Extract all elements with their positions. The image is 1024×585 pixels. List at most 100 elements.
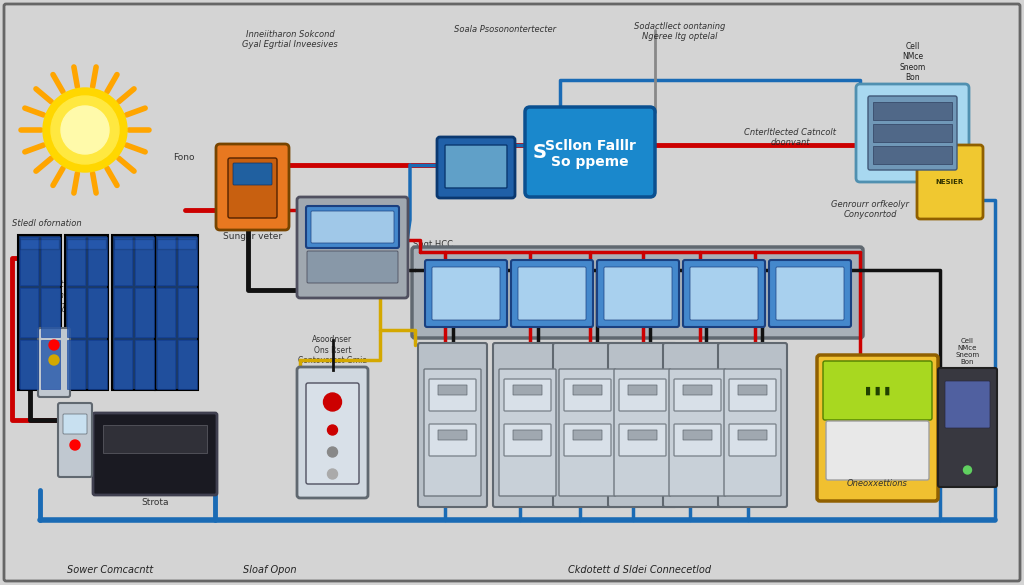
FancyBboxPatch shape xyxy=(618,424,666,456)
Circle shape xyxy=(51,96,119,164)
FancyBboxPatch shape xyxy=(669,369,726,496)
FancyBboxPatch shape xyxy=(564,424,611,456)
Text: So ppeme: So ppeme xyxy=(551,155,629,169)
Circle shape xyxy=(328,447,338,457)
FancyBboxPatch shape xyxy=(729,424,776,456)
Text: ▮ ▮ ▮: ▮ ▮ ▮ xyxy=(865,386,890,396)
FancyBboxPatch shape xyxy=(525,107,655,197)
FancyBboxPatch shape xyxy=(438,385,467,395)
FancyBboxPatch shape xyxy=(559,369,616,496)
FancyBboxPatch shape xyxy=(738,385,767,395)
FancyBboxPatch shape xyxy=(564,379,611,411)
FancyBboxPatch shape xyxy=(20,239,59,249)
Circle shape xyxy=(964,466,972,474)
FancyBboxPatch shape xyxy=(135,236,154,285)
FancyBboxPatch shape xyxy=(412,247,863,338)
FancyBboxPatch shape xyxy=(41,288,59,337)
Circle shape xyxy=(49,340,59,350)
Circle shape xyxy=(324,393,341,411)
Circle shape xyxy=(49,355,59,365)
FancyBboxPatch shape xyxy=(873,146,952,164)
FancyBboxPatch shape xyxy=(157,239,196,249)
Text: Cell
NMce
Sneom
Bon: Cell NMce Sneom Bon xyxy=(899,42,926,82)
FancyBboxPatch shape xyxy=(873,102,952,120)
Circle shape xyxy=(328,425,338,435)
FancyBboxPatch shape xyxy=(663,343,732,507)
FancyBboxPatch shape xyxy=(429,379,476,411)
FancyBboxPatch shape xyxy=(114,288,132,337)
FancyBboxPatch shape xyxy=(690,267,758,320)
FancyBboxPatch shape xyxy=(856,84,969,182)
FancyBboxPatch shape xyxy=(58,403,92,477)
Text: Sungar veter: Sungar veter xyxy=(223,232,282,241)
FancyBboxPatch shape xyxy=(729,379,776,411)
FancyBboxPatch shape xyxy=(178,288,197,337)
FancyBboxPatch shape xyxy=(683,260,765,327)
FancyBboxPatch shape xyxy=(19,236,38,285)
FancyBboxPatch shape xyxy=(738,430,767,440)
Circle shape xyxy=(328,469,338,479)
Text: Scllon Falllr: Scllon Falllr xyxy=(545,139,636,153)
FancyBboxPatch shape xyxy=(67,288,85,337)
FancyBboxPatch shape xyxy=(306,206,399,248)
FancyBboxPatch shape xyxy=(683,430,712,440)
FancyBboxPatch shape xyxy=(103,425,207,453)
FancyBboxPatch shape xyxy=(873,124,952,142)
Text: bdnmetlot: bdnmetlot xyxy=(681,357,714,363)
Text: Fono: Fono xyxy=(173,153,195,162)
Text: Strota: Strota xyxy=(141,498,169,507)
FancyBboxPatch shape xyxy=(511,260,593,327)
FancyBboxPatch shape xyxy=(518,267,586,320)
FancyBboxPatch shape xyxy=(504,379,551,411)
FancyBboxPatch shape xyxy=(724,369,781,496)
FancyBboxPatch shape xyxy=(178,236,197,285)
FancyBboxPatch shape xyxy=(228,158,278,218)
Text: Cnterltlected Catncolt
doonvant: Cnterltlected Catncolt doonvant xyxy=(744,128,836,147)
Text: Informcerket,
Bamlpt orno: Informcerket, Bamlpt orno xyxy=(431,355,474,366)
FancyBboxPatch shape xyxy=(114,340,132,388)
FancyBboxPatch shape xyxy=(19,288,38,337)
FancyBboxPatch shape xyxy=(178,340,197,388)
FancyBboxPatch shape xyxy=(513,385,542,395)
Text: Oneoxxettions: Oneoxxettions xyxy=(847,479,908,488)
FancyBboxPatch shape xyxy=(573,385,602,395)
FancyBboxPatch shape xyxy=(718,343,787,507)
FancyBboxPatch shape xyxy=(297,197,408,298)
FancyBboxPatch shape xyxy=(18,235,61,390)
FancyBboxPatch shape xyxy=(608,343,677,507)
FancyBboxPatch shape xyxy=(918,145,983,219)
FancyBboxPatch shape xyxy=(604,267,672,320)
FancyBboxPatch shape xyxy=(67,239,106,249)
FancyBboxPatch shape xyxy=(306,383,359,484)
FancyBboxPatch shape xyxy=(628,385,657,395)
FancyBboxPatch shape xyxy=(88,288,106,337)
FancyBboxPatch shape xyxy=(823,361,932,420)
FancyBboxPatch shape xyxy=(88,340,106,388)
FancyBboxPatch shape xyxy=(553,343,622,507)
FancyBboxPatch shape xyxy=(157,340,175,388)
FancyBboxPatch shape xyxy=(573,430,602,440)
Text: Cbtores: Cbtores xyxy=(515,357,540,363)
FancyBboxPatch shape xyxy=(628,430,657,440)
FancyBboxPatch shape xyxy=(38,328,70,397)
Text: Inneiitharon Sokcond
Gyal Egrtial Inveesives: Inneiitharon Sokcond Gyal Egrtial Invees… xyxy=(242,30,338,49)
FancyBboxPatch shape xyxy=(683,385,712,395)
FancyBboxPatch shape xyxy=(769,260,851,327)
FancyBboxPatch shape xyxy=(868,96,957,170)
FancyBboxPatch shape xyxy=(817,355,938,501)
Text: lbp: lbp xyxy=(583,357,592,363)
FancyBboxPatch shape xyxy=(41,340,59,388)
Text: Sower Comcacntt: Sower Comcacntt xyxy=(67,565,154,575)
FancyBboxPatch shape xyxy=(155,235,198,390)
Circle shape xyxy=(70,440,80,450)
FancyBboxPatch shape xyxy=(157,288,175,337)
FancyBboxPatch shape xyxy=(504,424,551,456)
FancyBboxPatch shape xyxy=(93,413,217,495)
Circle shape xyxy=(61,106,109,154)
FancyBboxPatch shape xyxy=(499,369,556,496)
Text: Soala Psosonontertecter: Soala Psosonontertecter xyxy=(454,25,556,34)
Text: Cell
NMce
Sneom
Bon: Cell NMce Sneom Bon xyxy=(955,338,980,365)
Text: Sloaf Opon: Sloaf Opon xyxy=(244,565,297,575)
Text: Asoodnser
Ons Rsert
Contoverest Gmia: Asoodnser Ons Rsert Contoverest Gmia xyxy=(298,335,367,365)
FancyBboxPatch shape xyxy=(493,343,562,507)
